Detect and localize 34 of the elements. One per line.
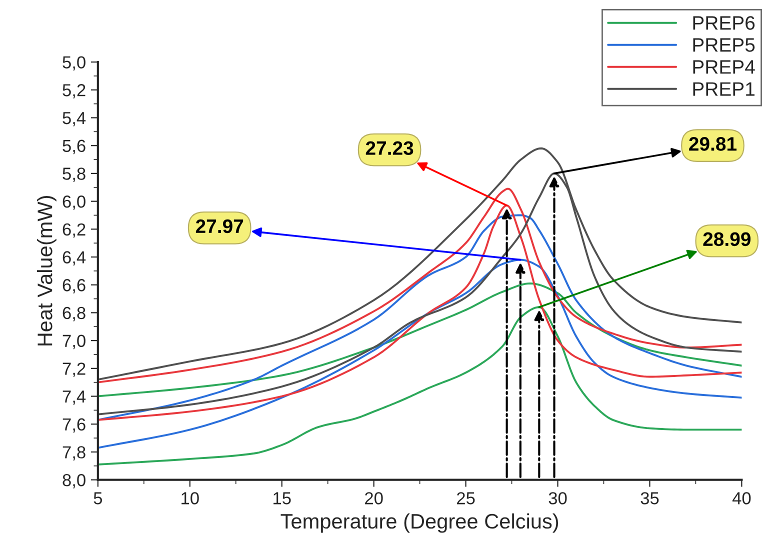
x-tick-label: 40 — [732, 492, 751, 504]
y-tick-label: 7,0 — [62, 334, 86, 350]
annotation: 27.23 — [366, 141, 414, 156]
y-tick-label: 6,0 — [62, 195, 86, 210]
y-tick-label: 6,6 — [62, 279, 86, 294]
y-tick-label: 5,2 — [62, 84, 86, 98]
y-tick-label: 5,0 — [62, 56, 86, 71]
y-tick-label: 5,6 — [62, 140, 86, 154]
x-axis-title: Temperature (Degree Celcius) — [280, 513, 558, 533]
y-tick-label: 6,4 — [62, 251, 86, 266]
y-tick-label: 6,8 — [62, 306, 86, 322]
legend-label: PREP6 — [693, 16, 755, 30]
x-tick-label: 25 — [457, 492, 475, 504]
y-tick-label: 5,4 — [62, 112, 86, 126]
y-tick-label: 7,4 — [62, 390, 86, 405]
legend-label: PREP1 — [693, 82, 754, 96]
x-tick-label: 15 — [274, 492, 291, 504]
y-tick-label: 7,2 — [62, 362, 86, 377]
y-tick-label: 6,2 — [62, 223, 86, 238]
x-tick-label: 10 — [182, 492, 199, 504]
y-tick-label: 7,6 — [62, 418, 86, 433]
y-tick-label: 5,8 — [62, 168, 86, 182]
y-axis-title: Heat Value(mW) — [37, 196, 56, 346]
x-tick-label: 5 — [94, 492, 102, 504]
x-tick-label: 20 — [365, 492, 383, 504]
annotation: 27.97 — [196, 219, 244, 234]
x-tick-label: 35 — [640, 492, 659, 504]
annotation: 28.99 — [703, 232, 751, 246]
legend-label: PREP5 — [693, 38, 755, 52]
y-tick-label: 8,0 — [62, 474, 86, 488]
annotation: 29.81 — [689, 137, 737, 151]
y-tick-label: 7,8 — [62, 446, 86, 460]
legend-label: PREP4 — [693, 60, 755, 74]
x-tick-label: 30 — [548, 492, 567, 504]
